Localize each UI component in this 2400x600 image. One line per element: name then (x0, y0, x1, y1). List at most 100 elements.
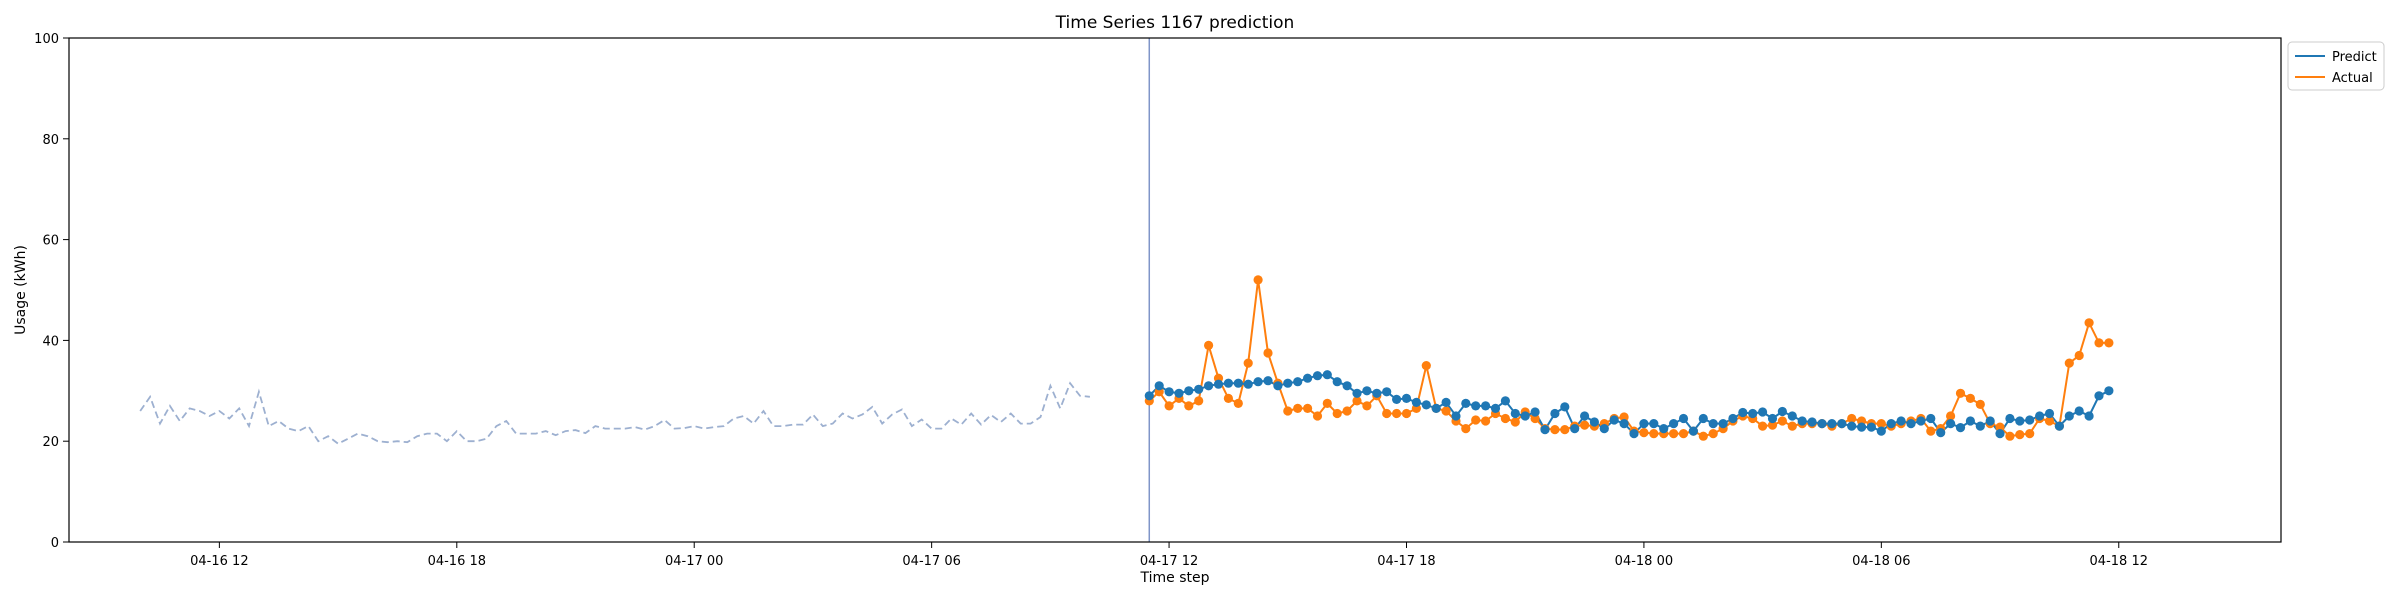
predict-point (1184, 386, 1194, 396)
plot-area (139, 38, 2114, 542)
history-series-line (139, 381, 1090, 445)
predict-point (1510, 408, 1520, 419)
actual-point (2025, 429, 2035, 439)
predict-point (1797, 416, 1807, 426)
predict-point (1382, 387, 1392, 397)
actual-point (1441, 406, 1451, 416)
actual-point (2015, 430, 2025, 440)
actual-point (1243, 358, 1253, 368)
actual-point (2064, 358, 2074, 368)
y-tick-label: 100 (34, 32, 59, 47)
actual-point (1777, 416, 1787, 426)
predict-point (1906, 419, 1916, 429)
predict-point (1204, 381, 1214, 391)
y-tick-label: 0 (51, 536, 59, 551)
actual-point (1876, 419, 1886, 429)
predict-point (1698, 413, 1708, 424)
actual-point (2094, 338, 2104, 348)
predict-point (1866, 422, 1876, 432)
x-tick-label: 04-17 00 (665, 554, 723, 569)
actual-point (1975, 399, 1985, 409)
predict-point (2094, 391, 2104, 401)
actual-point (2074, 350, 2084, 361)
actual-point (1392, 408, 1402, 419)
predict-point (2035, 411, 2045, 421)
actual-point (1550, 425, 1560, 435)
predict-point (1322, 370, 1332, 380)
actual-point (1322, 398, 1332, 408)
x-tick-label: 04-18 12 (2090, 554, 2148, 569)
x-tick-label: 04-18 06 (1852, 554, 1910, 569)
actual-point (1955, 388, 1966, 398)
legend-actual-label: Actual (2332, 71, 2373, 86)
actual-point (1253, 275, 1263, 285)
legend-predict-label: Predict (2332, 50, 2377, 65)
actual-point (1303, 403, 1313, 413)
predict-point (1372, 388, 1382, 398)
predict-point (1233, 378, 1243, 388)
actual-point (1946, 411, 1956, 421)
predict-point (1421, 400, 1431, 410)
predict-point (1441, 397, 1451, 407)
y-tick-label: 80 (42, 133, 59, 148)
predict-point (1431, 403, 1441, 413)
actual-point (2084, 318, 2094, 328)
predict-point (2015, 416, 2025, 426)
predict-point (1461, 398, 1471, 408)
predict-point (1926, 413, 1936, 424)
predict-point (1223, 378, 1233, 388)
predict-point (1728, 413, 1738, 424)
y-tick-label: 20 (42, 435, 59, 450)
actual-point (1510, 417, 1520, 427)
actual-point (2044, 416, 2055, 426)
x-tick-label: 04-17 06 (902, 554, 960, 569)
y-tick-label: 60 (42, 234, 59, 249)
predict-point (1164, 387, 1174, 397)
predict-point (1916, 416, 1926, 426)
predict-point (2064, 411, 2074, 421)
y-tick-label: 40 (42, 334, 59, 349)
predict-point (1965, 416, 1975, 426)
predict-point (1669, 419, 1679, 429)
x-tick-label: 04-17 18 (1377, 554, 1435, 569)
predict-point (1857, 422, 1867, 432)
predict-point (1580, 411, 1590, 421)
predict-point (2044, 408, 2055, 419)
actual-point (1204, 340, 1214, 350)
predict-point (1985, 416, 1995, 426)
predict-point (1144, 391, 1154, 401)
predict-point (1619, 419, 1629, 429)
actual-point (1421, 361, 1431, 371)
actual-point (1461, 424, 1471, 434)
predict-point (1342, 381, 1352, 391)
predict-point (1847, 421, 1857, 431)
predict-point (1817, 419, 1827, 429)
actual-point (1698, 431, 1708, 441)
predict-point (1748, 408, 1758, 419)
actual-point (1342, 406, 1352, 416)
actual-point (1164, 401, 1174, 411)
predict-point (1827, 419, 1837, 429)
predict-point (2074, 406, 2084, 416)
predict-point (1392, 394, 1402, 404)
actual-point (1847, 413, 1857, 424)
predict-point (1401, 393, 1412, 403)
predict-point (1530, 407, 1540, 417)
actual-point (1995, 422, 2005, 432)
predict-point (1520, 411, 1530, 421)
actual-point (1767, 420, 1778, 430)
x-tick-label: 04-17 12 (1140, 554, 1198, 569)
predict-point (2054, 421, 2064, 431)
predict-point (1777, 406, 1787, 417)
chart-title: Time Series 1167 prediction (1055, 13, 1295, 33)
x-tick-label: 04-16 18 (428, 554, 486, 569)
x-tick-label: 04-18 00 (1615, 554, 1673, 569)
predict-point (1807, 417, 1817, 427)
actual-point (1362, 401, 1372, 411)
predict-point (1411, 397, 1421, 407)
predict-point (1303, 373, 1313, 383)
actual-point (1580, 420, 1590, 430)
predict-point (1946, 419, 1956, 429)
predict-point (1481, 401, 1491, 411)
